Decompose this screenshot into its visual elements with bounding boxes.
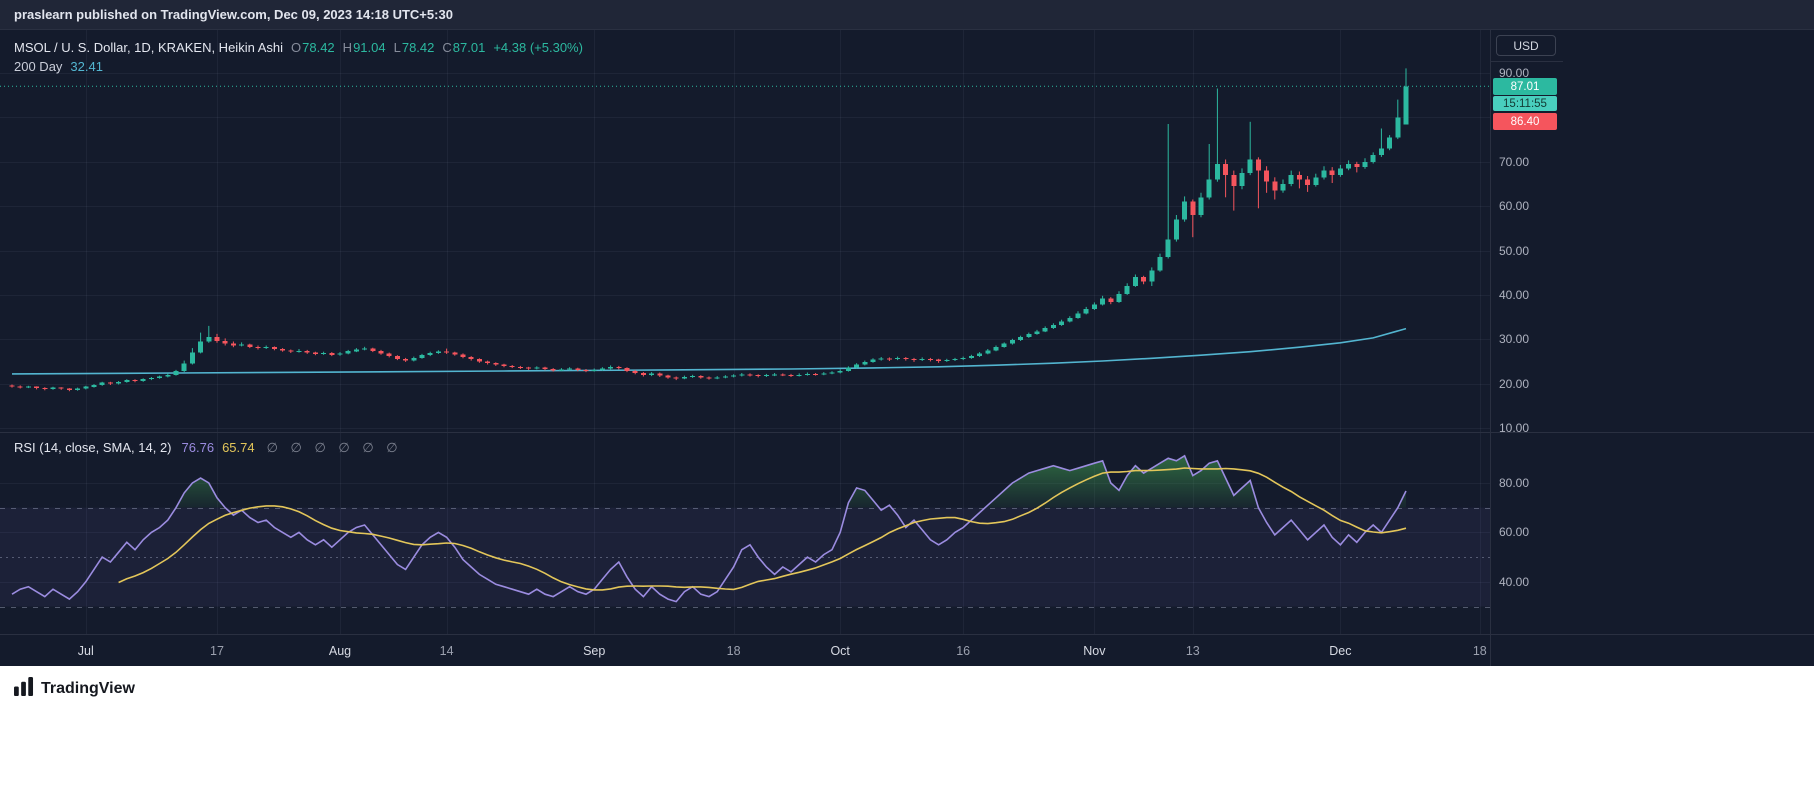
secondary-price-badge: 86.40 [1493,113,1557,130]
rsi-axis-label: 60.00 [1499,525,1530,540]
tradingview-brand-name: TradingView [41,680,135,697]
ohlc-high-value: 91.04 [353,40,386,55]
last-price-badge: 87.01 [1493,78,1557,95]
time-tick-oct: Oct [830,644,850,658]
ma-legend-row: 200 Day 32.41 [14,57,583,76]
ohlc-low-label: L [393,40,401,55]
pane-divider[interactable] [0,432,1814,433]
ma-value: 32.41 [70,59,103,74]
ma-label[interactable]: 200 Day [14,59,63,74]
bar-countdown-badge: 15:11:55 [1493,96,1557,111]
time-tick-nov: Nov [1083,644,1106,658]
ohlc-open-label: O [291,40,302,55]
candles [9,68,1409,392]
rsi-line [11,454,1407,603]
rsi-grid [0,432,1490,634]
time-tick-dec: Dec [1329,644,1352,658]
page-footer: TradingView [0,666,1814,812]
change-value: +4.38 (+5.30%) [493,40,583,55]
ohlc-low-value: 78.42 [401,40,435,55]
ohlc-close-label: C [442,40,452,55]
price-scale[interactable]: USD 87.01 15:11:55 86.40 90.00 70.00 60.00… [1490,30,1563,666]
price-label: 60.00 [1499,199,1530,214]
price-label: 20.00 [1499,376,1530,391]
symbol-title[interactable]: MSOL / U. S. Dollar, 1D, KRAKEN, Heikin … [14,40,283,55]
rsi-sma-line [118,467,1407,591]
currency-button[interactable]: USD [1496,35,1556,56]
time-tick-14: 14 [439,644,454,658]
ohlc-open-value: 78.42 [302,40,335,55]
price-label: 40.00 [1499,287,1530,302]
ma200-line [11,327,1407,375]
rsi-legend: RSI (14, close, SMA, 14, 2) 76.76 65.74 ∅ ∅… [14,439,398,457]
main-legend-row1: MSOL / U. S. Dollar, 1D, KRAKEN, Heikin … [14,38,583,57]
time-tick-18: 18 [726,644,741,658]
main-legend: MSOL / U. S. Dollar, 1D, KRAKEN, Heikin … [14,38,583,76]
time-tick-13: 13 [1185,644,1200,658]
price-label: 30.00 [1499,332,1530,347]
price-chart-pane[interactable] [0,30,1490,432]
rsi-title[interactable]: RSI (14, close, SMA, 14, 2) [14,440,172,455]
rsi-axis-label: 80.00 [1499,476,1530,490]
time-tick-18: 18 [1472,644,1487,658]
price-label: 10.00 [1499,421,1530,435]
time-tick-17: 17 [210,644,224,658]
ohlc-high-label: H [342,40,353,55]
rsi-overbought-fill [176,455,1406,508]
time-tick-aug: Aug [328,644,352,658]
main-grid [0,30,1490,432]
chart-area: MSOL / U. S. Dollar, 1D, KRAKEN, Heikin … [0,30,1814,666]
time-tick-jul: Jul [77,644,94,658]
price-label: 90.00 [1499,66,1530,80]
rsi-value: 76.76 [181,440,215,455]
publish-info: praslearn published on TradingView.com, … [14,7,453,22]
ohlc-close-value: 87.01 [452,40,486,55]
scale-separator [1491,61,1563,62]
rsi-empty-values: ∅ ∅ ∅ ∅ ∅ ∅ [266,440,398,455]
rsi-pane[interactable] [0,432,1490,634]
rsi-axis-label: 40.00 [1499,574,1530,589]
tradingview-logo-icon [14,677,34,701]
rsi-sma-value: 65.74 [222,440,255,455]
time-tick-sep: Sep [583,644,606,658]
price-label: 50.00 [1499,243,1530,258]
time-tick-16: 16 [956,644,971,658]
tradingview-brand-link[interactable]: TradingView [14,677,135,701]
time-axis[interactable]: Jul 17 Aug 14 Sep 18 Oct 16 Nov 13 Dec 18 [0,634,1814,666]
price-label: 70.00 [1499,154,1530,169]
publish-bar: praslearn published on TradingView.com, … [0,0,1814,30]
